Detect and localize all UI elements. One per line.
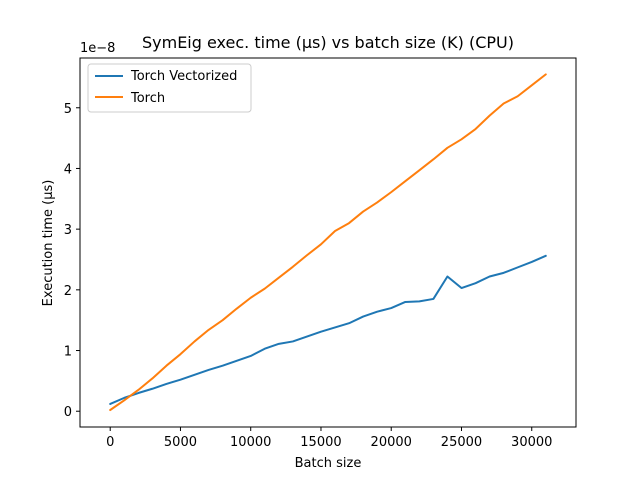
x-axis-ticks: 0 5000 10000 15000 20000 25000 30000 xyxy=(106,427,552,450)
y-tick-label: 3 xyxy=(64,223,72,238)
x-tick-label: 15000 xyxy=(300,435,341,450)
y-axis-ticks: 0 1 2 3 4 5 xyxy=(64,102,80,420)
x-tick-label: 5000 xyxy=(164,435,197,450)
chart-title: SymEig exec. time (µs) vs batch size (K)… xyxy=(142,33,514,52)
series-line-torch-vectorized xyxy=(109,254,547,405)
series-line-torch xyxy=(109,73,547,412)
x-tick-label: 10000 xyxy=(230,435,271,450)
series-layer xyxy=(109,73,547,412)
plot-area xyxy=(79,57,577,428)
y-tick-label: 5 xyxy=(64,102,72,117)
x-tick-label: 25000 xyxy=(441,435,482,450)
y-tick-label: 4 xyxy=(64,162,72,177)
x-tick-label: 0 xyxy=(106,435,114,450)
legend-label-torch: Torch xyxy=(130,91,165,106)
legend: Torch Vectorized Torch xyxy=(87,63,252,113)
y-tick-label: 1 xyxy=(64,345,72,360)
legend-label-torch-vectorized: Torch Vectorized xyxy=(130,69,237,84)
x-axis-label: Batch size xyxy=(295,456,362,471)
legend-box xyxy=(87,63,252,113)
y-axis-label: Execution time (µs) xyxy=(41,180,56,307)
y-tick-label: 0 xyxy=(64,405,72,420)
x-tick-label: 30000 xyxy=(511,435,552,450)
axes-frame xyxy=(79,57,577,428)
y-tick-label: 2 xyxy=(64,284,72,299)
y-axis-offset-label: 1e−8 xyxy=(80,41,115,56)
x-tick-label: 20000 xyxy=(371,435,412,450)
